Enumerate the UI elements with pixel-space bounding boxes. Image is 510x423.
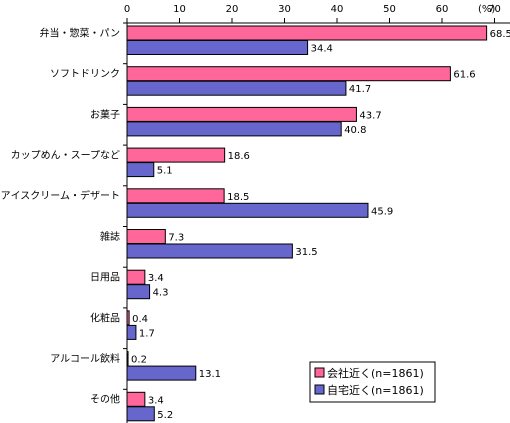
x-tick-label: 60	[436, 4, 449, 15]
value-label: 34.4	[311, 44, 333, 55]
category-label: お菓子	[90, 109, 120, 121]
legend-label: 自宅近く(n=1861)	[327, 383, 424, 397]
category-label: アルコール飲料	[50, 352, 120, 365]
value-label: 5.2	[157, 410, 173, 421]
legend-box	[309, 361, 436, 403]
category-label: 雑誌	[100, 230, 120, 243]
bar	[126, 243, 293, 259]
x-tick-label: 20	[226, 4, 239, 15]
legend: 会社近く(n=1861) 自宅近く(n=1861)	[309, 361, 436, 403]
x-tick-label: 50	[383, 4, 396, 15]
category-label: カップめん・スープなど	[11, 149, 120, 161]
category-label: アイスクリーム・デザート	[1, 189, 120, 202]
bar	[126, 365, 197, 381]
bar	[126, 162, 155, 178]
bar	[126, 25, 488, 41]
bar	[126, 121, 342, 137]
x-axis-ticks: 01020304050607080	[124, 4, 510, 24]
value-label: 4.3	[153, 288, 169, 299]
bar	[126, 269, 146, 285]
value-label: 45.9	[371, 206, 393, 217]
x-axis-unit-label: (%)	[478, 4, 495, 15]
bar	[126, 406, 155, 422]
bar	[126, 324, 137, 340]
bars	[126, 25, 488, 422]
category-labels: 弁当・惣菜・パンソフトドリンクお菓子カップめん・スープなどアイスクリーム・デザー…	[1, 22, 127, 406]
legend-swatch	[314, 367, 325, 378]
value-label: 31.5	[295, 247, 317, 258]
value-label: 18.6	[228, 151, 250, 162]
value-label: 40.8	[344, 125, 366, 136]
value-label: 0.4	[132, 314, 148, 325]
category-label: 日用品	[90, 272, 120, 284]
legend-label: 会社近く(n=1861)	[327, 366, 424, 380]
value-label: 41.7	[349, 84, 371, 95]
value-label: 7.3	[168, 233, 184, 244]
bar	[126, 229, 166, 244]
x-tick-label: 0	[124, 4, 130, 15]
value-label: 5.1	[157, 166, 173, 177]
value-label: 68.5	[490, 29, 510, 40]
bar	[126, 80, 347, 96]
bar	[126, 188, 225, 204]
bar	[126, 284, 151, 300]
category-label: 化粧品	[90, 311, 120, 324]
bar	[126, 391, 146, 407]
value-label: 61.6	[453, 70, 475, 81]
category-label: その他	[90, 393, 120, 406]
value-label: 3.4	[148, 395, 164, 406]
legend-swatch	[314, 384, 325, 395]
value-label: 3.4	[148, 273, 164, 284]
value-label: 1.7	[139, 328, 155, 339]
value-label: 18.5	[227, 192, 249, 203]
x-tick-label: 40	[331, 4, 344, 15]
value-label: 13.1	[199, 369, 221, 380]
value-label: 0.2	[131, 355, 147, 366]
bar	[126, 66, 451, 82]
x-tick-label: 30	[278, 4, 291, 15]
bar	[126, 40, 309, 55]
bar	[126, 147, 226, 163]
value-labels: 68.5 34.4 61.6 41.7 43.7 40.8 18.6 5.1 18.5 45.9 7…	[131, 29, 510, 421]
x-tick-label: 10	[173, 4, 186, 15]
bar	[126, 202, 369, 218]
x-tick-label: 70	[488, 4, 501, 15]
value-label: 43.7	[359, 110, 381, 121]
bar	[126, 106, 357, 122]
category-label: 弁当・惣菜・パン	[40, 26, 121, 39]
category-label: ソフトドリンク	[50, 68, 120, 80]
